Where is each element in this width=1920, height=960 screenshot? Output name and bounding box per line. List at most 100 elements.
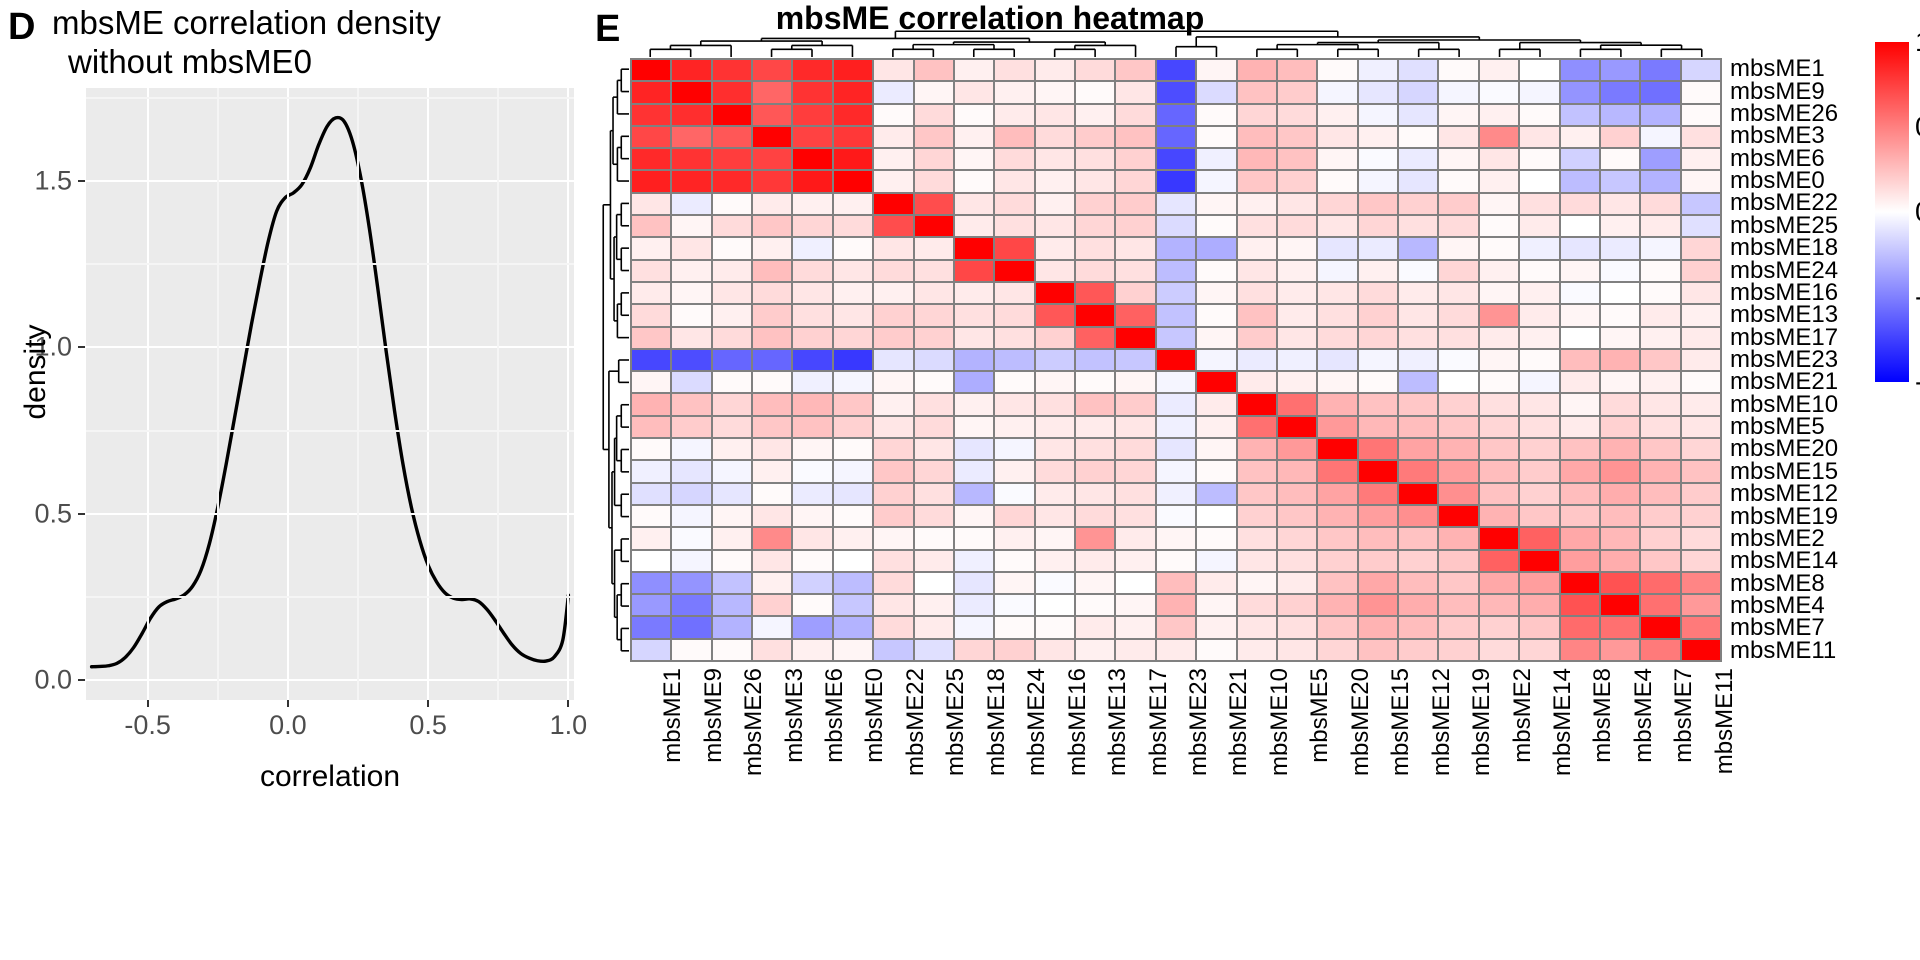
- heatmap-cell[interactable]: [1236, 527, 1277, 550]
- heatmap-cell[interactable]: [1680, 192, 1721, 216]
- heatmap-cell[interactable]: [1155, 59, 1197, 82]
- heatmap-cell[interactable]: [1034, 594, 1076, 617]
- heatmap-cell[interactable]: [1236, 638, 1277, 661]
- heatmap-cell[interactable]: [832, 460, 874, 483]
- heatmap-cell[interactable]: [671, 482, 712, 505]
- heatmap-cell[interactable]: [1196, 571, 1237, 595]
- heatmap-cell[interactable]: [1559, 371, 1600, 394]
- heatmap-cell[interactable]: [1155, 438, 1197, 461]
- heatmap-cell[interactable]: [752, 571, 793, 595]
- heatmap-cell[interactable]: [1276, 571, 1318, 595]
- heatmap-cell[interactable]: [1155, 237, 1197, 260]
- heatmap-cell[interactable]: [873, 237, 914, 260]
- heatmap-cell[interactable]: [1398, 527, 1439, 550]
- heatmap-cell[interactable]: [1398, 438, 1439, 461]
- heatmap-cell[interactable]: [1115, 170, 1156, 193]
- heatmap-cell[interactable]: [1357, 304, 1399, 327]
- heatmap-cell[interactable]: [1317, 393, 1358, 416]
- heatmap-cell[interactable]: [873, 371, 914, 394]
- heatmap-cell[interactable]: [1398, 103, 1439, 126]
- heatmap-cell[interactable]: [873, 594, 914, 617]
- heatmap-cell[interactable]: [1034, 438, 1076, 461]
- heatmap-cell[interactable]: [1317, 549, 1358, 572]
- heatmap-cell[interactable]: [1075, 81, 1116, 104]
- heatmap-cell[interactable]: [1680, 460, 1721, 483]
- heatmap-cell[interactable]: [1519, 125, 1560, 149]
- heatmap-cell[interactable]: [873, 170, 914, 193]
- heatmap-cell[interactable]: [1478, 281, 1520, 305]
- heatmap-cell[interactable]: [752, 81, 793, 104]
- heatmap-cell[interactable]: [913, 192, 954, 216]
- heatmap-cell[interactable]: [1640, 103, 1681, 126]
- heatmap-cell[interactable]: [631, 616, 672, 639]
- heatmap-cell[interactable]: [1519, 304, 1560, 327]
- heatmap-cell[interactable]: [1519, 215, 1560, 238]
- heatmap-cell[interactable]: [1357, 259, 1399, 282]
- heatmap-cell[interactable]: [1398, 348, 1439, 372]
- heatmap-cell[interactable]: [671, 616, 712, 639]
- heatmap-cell[interactable]: [873, 638, 914, 661]
- heatmap-cell[interactable]: [792, 504, 833, 528]
- heatmap-cell[interactable]: [832, 415, 874, 439]
- heatmap-cell[interactable]: [1680, 326, 1721, 349]
- heatmap-cell[interactable]: [792, 415, 833, 439]
- heatmap-cell[interactable]: [1276, 281, 1318, 305]
- heatmap-cell[interactable]: [1357, 460, 1399, 483]
- heatmap-cell[interactable]: [1438, 259, 1479, 282]
- heatmap-cell[interactable]: [1438, 549, 1479, 572]
- heatmap-cell[interactable]: [752, 192, 793, 216]
- heatmap-cell[interactable]: [1317, 504, 1358, 528]
- heatmap-cell[interactable]: [1115, 81, 1156, 104]
- heatmap-cell[interactable]: [711, 571, 753, 595]
- heatmap-cell[interactable]: [752, 504, 793, 528]
- heatmap-cell[interactable]: [1034, 638, 1076, 661]
- heatmap-cell[interactable]: [711, 504, 753, 528]
- heatmap-cell[interactable]: [752, 281, 793, 305]
- heatmap-cell[interactable]: [1317, 460, 1358, 483]
- heatmap-cell[interactable]: [1478, 192, 1520, 216]
- heatmap-cell[interactable]: [832, 59, 874, 82]
- heatmap-cell[interactable]: [1398, 215, 1439, 238]
- heatmap-cell[interactable]: [1357, 482, 1399, 505]
- heatmap-cell[interactable]: [1438, 103, 1479, 126]
- heatmap-cell[interactable]: [1478, 215, 1520, 238]
- heatmap-cell[interactable]: [792, 237, 833, 260]
- heatmap-cell[interactable]: [792, 348, 833, 372]
- heatmap-cell[interactable]: [1357, 215, 1399, 238]
- heatmap-cell[interactable]: [711, 170, 753, 193]
- heatmap-cell[interactable]: [1640, 304, 1681, 327]
- heatmap-cell[interactable]: [1115, 326, 1156, 349]
- heatmap-cell[interactable]: [1599, 170, 1641, 193]
- heatmap-cell[interactable]: [1196, 371, 1237, 394]
- heatmap-cell[interactable]: [1034, 348, 1076, 372]
- heatmap-cell[interactable]: [1357, 438, 1399, 461]
- heatmap-cell[interactable]: [1236, 549, 1277, 572]
- heatmap-cell[interactable]: [1196, 281, 1237, 305]
- heatmap-cell[interactable]: [752, 482, 793, 505]
- heatmap-cell[interactable]: [1519, 504, 1560, 528]
- heatmap-cell[interactable]: [1075, 59, 1116, 82]
- heatmap-cell[interactable]: [1478, 326, 1520, 349]
- heatmap-cell[interactable]: [1357, 594, 1399, 617]
- heatmap-cell[interactable]: [1115, 148, 1156, 171]
- heatmap-cell[interactable]: [1155, 571, 1197, 595]
- heatmap-cell[interactable]: [1519, 482, 1560, 505]
- heatmap-cell[interactable]: [1276, 415, 1318, 439]
- heatmap-cell[interactable]: [1155, 594, 1197, 617]
- heatmap-cell[interactable]: [671, 215, 712, 238]
- heatmap-cell[interactable]: [631, 125, 672, 149]
- heatmap-cell[interactable]: [873, 148, 914, 171]
- heatmap-cell[interactable]: [1276, 326, 1318, 349]
- heatmap-cell[interactable]: [711, 393, 753, 416]
- heatmap-cell[interactable]: [1559, 460, 1600, 483]
- heatmap-cell[interactable]: [1559, 482, 1600, 505]
- heatmap-cell[interactable]: [1357, 504, 1399, 528]
- heatmap-cell[interactable]: [711, 215, 753, 238]
- heatmap-cell[interactable]: [913, 103, 954, 126]
- heatmap-cell[interactable]: [1236, 103, 1277, 126]
- heatmap-cell[interactable]: [1438, 215, 1479, 238]
- heatmap-cell[interactable]: [1236, 460, 1277, 483]
- heatmap-cell[interactable]: [1276, 393, 1318, 416]
- heatmap-cell[interactable]: [1398, 571, 1439, 595]
- heatmap-cell[interactable]: [1317, 482, 1358, 505]
